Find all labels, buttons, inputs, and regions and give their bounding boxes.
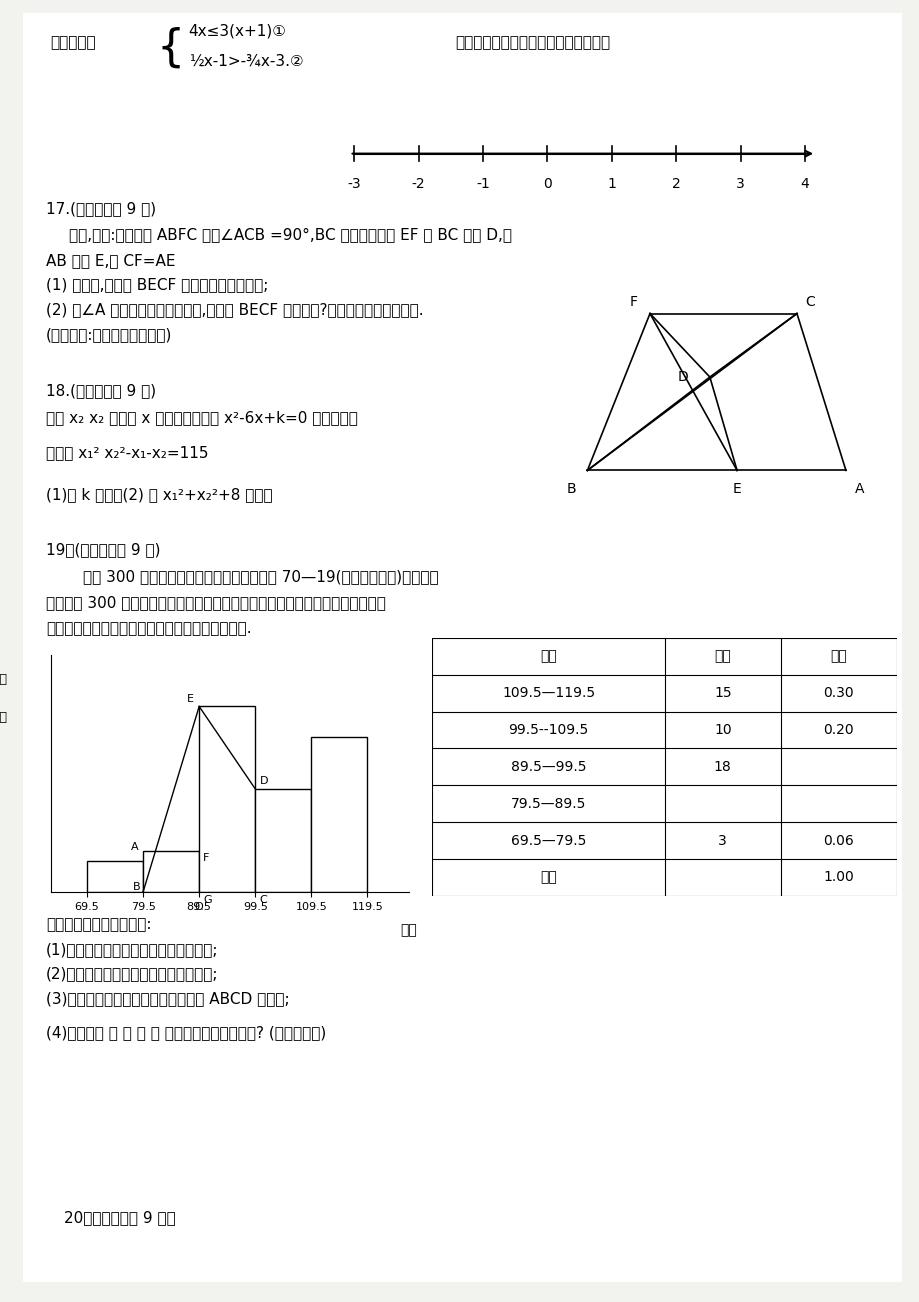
Text: 解该校这 300 名学生的中考数学成绩，从中抓查了一部分学生的数学分数，通过: 解该校这 300 名学生的中考数学成绩，从中抓查了一部分学生的数学分数，通过 — [46, 595, 385, 611]
Text: 18.(本小题满分 9 分): 18.(本小题满分 9 分) — [46, 383, 156, 398]
Text: 1.00: 1.00 — [823, 870, 854, 884]
Text: 99.5--109.5: 99.5--109.5 — [508, 723, 588, 737]
Text: 0.06: 0.06 — [823, 833, 854, 848]
Text: 20、（本题满分 9 分）: 20、（本题满分 9 分） — [64, 1210, 176, 1225]
Text: C: C — [805, 296, 814, 310]
Text: F: F — [629, 296, 637, 310]
Text: 89.5—99.5: 89.5—99.5 — [510, 760, 585, 773]
Bar — [311, 737, 367, 892]
Text: E: E — [187, 694, 194, 703]
Bar — [199, 707, 255, 892]
Text: 1: 1 — [607, 177, 616, 191]
Text: 0.20: 0.20 — [823, 723, 854, 737]
Text: {: { — [156, 26, 184, 70]
Text: 请你根据给出的图标解答:: 请你根据给出的图标解答: — [46, 917, 152, 932]
Text: 3: 3 — [735, 177, 744, 191]
Text: 0.30: 0.30 — [823, 686, 854, 700]
Text: B: B — [565, 482, 575, 496]
Text: C: C — [259, 894, 267, 905]
Text: 如图,已知:在四边形 ABFC 中，∠ACB =90°,BC 的垂直平分线 EF 交 BC 于点 D,交: 如图,已知:在四边形 ABFC 中，∠ACB =90°,BC 的垂直平分线 EF… — [69, 227, 512, 242]
Text: 3: 3 — [718, 833, 726, 848]
Text: 并把解集在已画好的数轴上表示出来。: 并把解集在已画好的数轴上表示出来。 — [455, 35, 610, 51]
Text: 69.5—79.5: 69.5—79.5 — [510, 833, 585, 848]
Text: 已知 x₂ x₂ 是关于 x 的一元二次方程 x²-6x+k=0 的两个实数: 已知 x₂ x₂ 是关于 x 的一元二次方程 x²-6x+k=0 的两个实数 — [46, 410, 357, 426]
Text: 2: 2 — [671, 177, 680, 191]
Text: 109.5—119.5: 109.5—119.5 — [502, 686, 595, 700]
Text: 数据处理，得到如下频率分布表和频率分布直方图.: 数据处理，得到如下频率分布表和频率分布直方图. — [46, 621, 252, 637]
Text: 17.(本小题满分 9 分): 17.(本小题满分 9 分) — [46, 201, 156, 216]
Text: A: A — [130, 841, 139, 852]
Text: 解不等式组: 解不等式组 — [51, 35, 96, 51]
Text: 19、(本小题满分 9 分): 19、(本小题满分 9 分) — [46, 542, 160, 557]
Text: (3)求出在频率分布直方图中直角梯形 ABCD 的面积;: (3)求出在频率分布直方图中直角梯形 ABCD 的面积; — [46, 991, 289, 1006]
Text: F: F — [202, 853, 209, 863]
Text: 0: 0 — [542, 177, 551, 191]
Text: AB 于点 E,且 CF=AE: AB 于点 E,且 CF=AE — [46, 253, 176, 268]
Text: ½x-1>-¾x-3.②: ½x-1>-¾x-3.② — [188, 53, 303, 69]
Text: 79.5—89.5: 79.5—89.5 — [510, 797, 585, 811]
Text: (2)指出在这个问题中的总体和样本容量;: (2)指出在这个问题中的总体和样本容量; — [46, 966, 219, 982]
Text: -3: -3 — [347, 177, 360, 191]
Text: (4)请你用样 本 估 计 总 体，可以得到哪些信息? (写一条即可): (4)请你用样 本 估 计 总 体，可以得到哪些信息? (写一条即可) — [46, 1025, 326, 1040]
Text: D: D — [676, 370, 687, 384]
Text: O: O — [195, 902, 203, 913]
Text: (1)填写频率分布表中未完成部分的数据;: (1)填写频率分布表中未完成部分的数据; — [46, 941, 219, 957]
Text: 合计: 合计 — [539, 870, 556, 884]
Text: 4: 4 — [800, 177, 809, 191]
Text: 分数: 分数 — [400, 923, 416, 937]
Text: -2: -2 — [412, 177, 425, 191]
Text: G: G — [203, 894, 211, 905]
Bar — [255, 789, 311, 892]
Text: 某校 300 名优秀学生，中考数学得分范围是 70—19(得分都是整数)，为了了: 某校 300 名优秀学生，中考数学得分范围是 70—19(得分都是整数)，为了了 — [83, 569, 438, 585]
Text: 10: 10 — [713, 723, 731, 737]
Text: (2) 当∠A 的大小满足什么条件时,四边形 BECF 是正方形?请回答并证明你的结论.: (2) 当∠A 的大小满足什么条件时,四边形 BECF 是正方形?请回答并证明你… — [46, 302, 423, 318]
Bar — [143, 850, 199, 892]
Text: E: E — [732, 482, 741, 496]
Text: 分组: 分组 — [539, 650, 556, 664]
Text: B: B — [132, 881, 140, 892]
Text: 频率: 频率 — [0, 673, 8, 686]
Text: A: A — [854, 482, 863, 496]
Bar — [87, 861, 143, 892]
Text: (1) 试探究,四边形 BECF 是什么特殊的四边形;: (1) 试探究,四边形 BECF 是什么特殊的四边形; — [46, 277, 268, 293]
Text: 4x≤3(x+1)①: 4x≤3(x+1)① — [188, 23, 286, 39]
Text: 频率: 频率 — [830, 650, 846, 664]
Text: D: D — [259, 776, 267, 786]
Text: 根，且 x₁² x₂²-x₁-x₂=115: 根，且 x₁² x₂²-x₁-x₂=115 — [46, 445, 209, 461]
Text: 15: 15 — [713, 686, 731, 700]
Text: 组距: 组距 — [0, 711, 8, 724]
Text: 18: 18 — [713, 760, 731, 773]
Text: -1: -1 — [476, 177, 489, 191]
Text: 频数: 频数 — [714, 650, 731, 664]
Text: (1)求 k 的値；(2) 求 x₁²+x₂²+8 的値。: (1)求 k 的値；(2) 求 x₁²+x₂²+8 的値。 — [46, 487, 272, 503]
Text: (特别提醒:表示角最好用数字): (特别提醒:表示角最好用数字) — [46, 327, 172, 342]
